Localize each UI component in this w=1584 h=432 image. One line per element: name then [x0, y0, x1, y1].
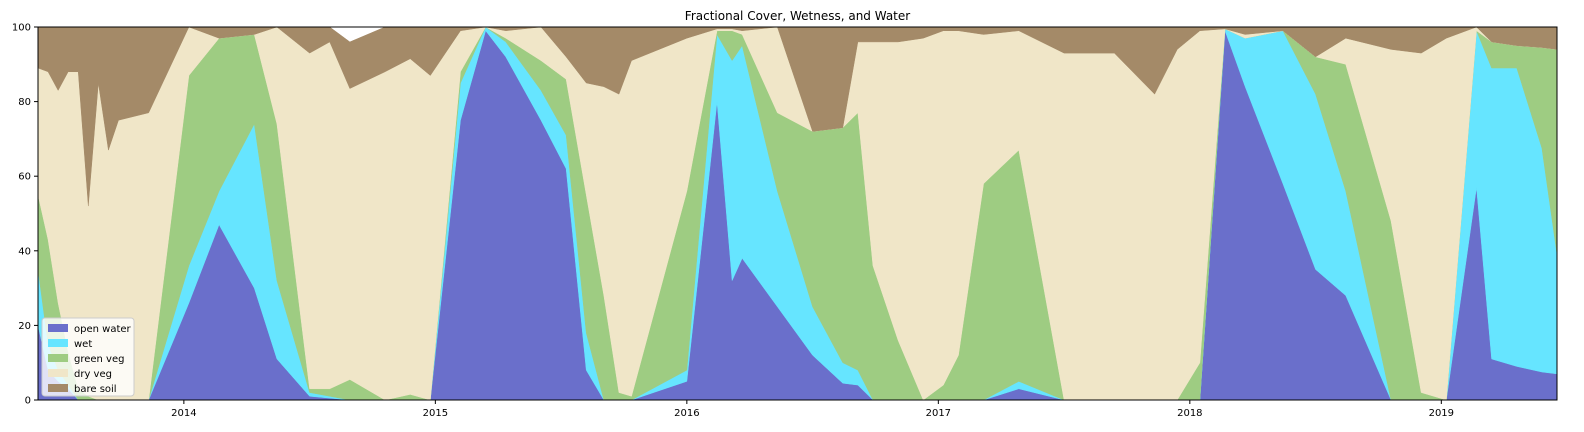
legend-swatch [48, 354, 68, 362]
y-tick-label: 100 [12, 23, 31, 34]
legend-swatch [48, 384, 68, 392]
y-tick-label: 20 [18, 321, 31, 332]
x-axis: 2014 2015 2016 2017 2018 2019 [171, 400, 1454, 419]
legend-label: dry veg [74, 369, 112, 380]
x-tick-label: 2019 [1429, 408, 1454, 419]
legend-swatch [48, 369, 68, 377]
chart-title: Fractional Cover, Wetness, and Water [685, 9, 910, 23]
legend-label: bare soil [74, 384, 117, 395]
x-tick-label: 2017 [926, 408, 951, 419]
y-tick-label: 80 [18, 97, 31, 108]
legend-label: green veg [74, 354, 124, 365]
x-tick-label: 2016 [674, 408, 699, 419]
x-tick-label: 2018 [1177, 408, 1202, 419]
y-axis: 0 20 40 60 80 100 [12, 23, 38, 407]
y-tick-label: 0 [25, 396, 31, 407]
y-tick-label: 60 [18, 172, 31, 183]
legend-label: open water [74, 324, 132, 335]
legend-label: wet [74, 339, 92, 350]
legend-swatch [48, 339, 68, 347]
legend-swatch [48, 324, 68, 332]
stacked-areas [37, 26, 1558, 401]
plot-frame [37, 26, 1558, 401]
x-tick-label: 2014 [171, 408, 196, 419]
legend: open water wet green veg dry veg bare soil [41, 317, 135, 397]
x-tick-label: 2015 [423, 408, 448, 419]
y-tick-label: 40 [18, 246, 31, 257]
